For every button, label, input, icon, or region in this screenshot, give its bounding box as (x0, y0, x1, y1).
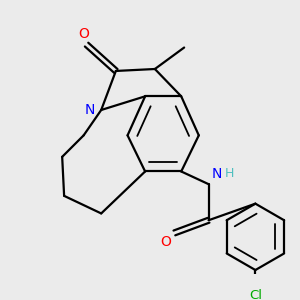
Text: H: H (225, 167, 235, 180)
Text: O: O (78, 27, 89, 41)
Text: O: O (160, 235, 172, 249)
Text: Cl: Cl (249, 289, 262, 300)
Text: N: N (85, 103, 95, 117)
Text: N: N (212, 167, 222, 181)
